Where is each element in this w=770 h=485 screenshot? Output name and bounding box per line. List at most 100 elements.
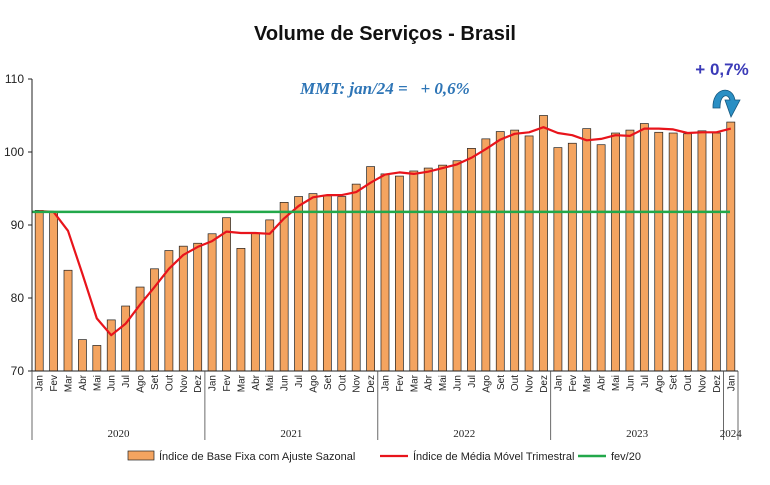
x-tick-label: Mai — [438, 375, 449, 391]
x-tick-label: Dez — [366, 375, 377, 393]
x-tick-label: Ago — [654, 375, 665, 393]
legend-label-line: Índice de Média Móvel Trimestral — [413, 450, 574, 463]
bar — [337, 196, 347, 372]
x-tick-label: Jun — [453, 375, 464, 391]
x-tick-label: Out — [164, 375, 175, 391]
bar — [63, 269, 73, 372]
x-tick-label: Dez — [712, 375, 723, 393]
bar — [106, 319, 116, 372]
x-tick-label: Mai — [611, 375, 622, 391]
x-tick-label: Abr — [424, 374, 435, 390]
bar — [553, 147, 563, 372]
y-tick-label: 70 — [11, 364, 25, 378]
x-tick-label: Nov — [352, 375, 363, 393]
x-tick-label: Mar — [582, 374, 593, 392]
x-tick-label: Jul — [640, 375, 651, 388]
bar — [380, 173, 390, 372]
bar — [510, 129, 520, 372]
bar — [438, 164, 448, 372]
bar — [423, 167, 433, 372]
year-label: 2023 — [626, 428, 649, 440]
x-tick-label: Nov — [179, 375, 190, 393]
bar — [78, 339, 87, 372]
bar — [34, 210, 44, 372]
bar — [322, 195, 332, 372]
y-tick-label: 100 — [4, 145, 24, 159]
bar — [236, 248, 246, 372]
x-tick-label: Mar — [236, 374, 247, 392]
bar — [495, 131, 505, 372]
bar — [668, 132, 678, 372]
x-tick-label: Jul — [121, 375, 132, 388]
x-tick-label: Jul — [467, 375, 478, 388]
x-tick-label: Mai — [265, 375, 276, 391]
x-tick-label: Jun — [280, 375, 291, 391]
x-tick-label: Out — [510, 375, 521, 391]
x-tick-label: Set — [669, 375, 680, 390]
bar — [683, 133, 692, 372]
x-tick-label: Nov — [697, 375, 708, 393]
bar — [712, 132, 721, 372]
bar — [366, 166, 375, 372]
x-tick-label: Jun — [625, 375, 636, 391]
bar — [279, 202, 289, 372]
bar — [178, 245, 188, 372]
bar-series — [34, 115, 736, 372]
year-label: 2022 — [453, 428, 475, 440]
bar — [250, 232, 260, 372]
bar — [265, 219, 275, 372]
bar — [92, 345, 102, 372]
bar — [395, 175, 404, 372]
x-tick-label: Fev — [222, 375, 233, 392]
bar — [697, 130, 707, 372]
bar — [582, 128, 592, 372]
bar — [654, 131, 664, 372]
x-tick-label: Fev — [395, 375, 406, 392]
bar — [121, 305, 131, 372]
bar — [308, 193, 318, 372]
variation-callout: + 0,7% — [695, 60, 748, 79]
bar — [481, 138, 491, 372]
bar — [409, 170, 419, 372]
y-tick-label: 90 — [11, 218, 25, 232]
x-tick-label: Set — [496, 375, 507, 390]
bar — [639, 123, 649, 372]
x-tick-label: Jun — [107, 375, 118, 391]
y-tick-label: 80 — [11, 291, 25, 305]
bar — [524, 135, 534, 372]
y-tick-label: 110 — [5, 72, 24, 86]
bar — [596, 144, 606, 372]
x-tick-label: Out — [683, 375, 694, 391]
bar — [193, 242, 203, 372]
bar — [49, 211, 58, 372]
x-tick-label: Abr — [251, 374, 262, 390]
x-tick-label: Fev — [568, 375, 579, 392]
x-tick-label: Ago — [308, 375, 319, 393]
x-tick-label: Mar — [409, 374, 420, 392]
mmt-annotation: MMT: jan/24 = + 0,6% — [299, 79, 470, 98]
bar — [625, 129, 635, 372]
legend: Índice de Base Fixa com Ajuste Sazonal Ín… — [127, 450, 641, 463]
bar — [467, 148, 476, 372]
callout-arrow-icon — [712, 89, 741, 118]
callout-arrow-shape — [712, 89, 741, 118]
x-tick-label: Nov — [525, 375, 536, 393]
x-tick-label: Jan — [726, 375, 737, 391]
x-tick-label: Dez — [193, 375, 204, 393]
x-tick-label: Set — [150, 375, 161, 390]
x-tick-label: Abr — [597, 374, 608, 390]
x-tick-label: Abr — [78, 374, 89, 390]
year-label: 2020 — [107, 428, 130, 440]
bar — [207, 233, 217, 372]
x-tick-label: Ago — [136, 375, 147, 393]
x-tick-label: Set — [323, 375, 334, 390]
x-tick-label: Jan — [553, 375, 564, 391]
legend-label-bar: Índice de Base Fixa com Ajuste Sazonal — [159, 450, 355, 463]
x-tick-label: Jan — [381, 375, 392, 391]
legend-label-reference: fev/20 — [611, 451, 641, 463]
bar — [222, 217, 231, 372]
bar — [611, 132, 620, 372]
bar — [294, 196, 303, 372]
